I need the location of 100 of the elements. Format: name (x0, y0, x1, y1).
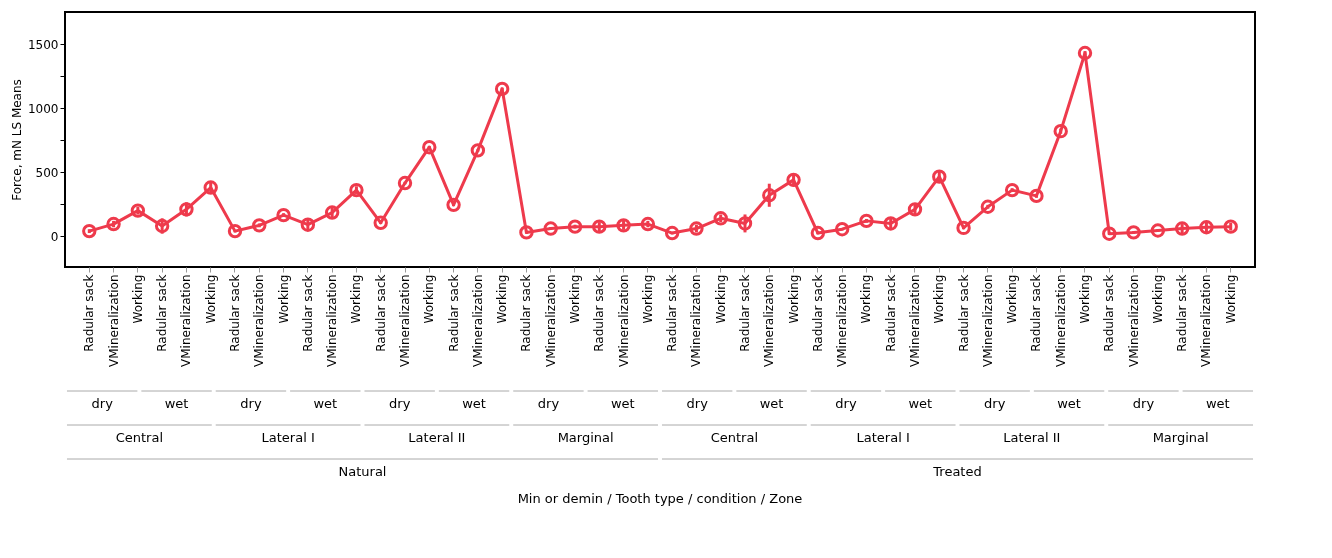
x-tick-label: Working (349, 274, 364, 324)
x-tick-label: VMineralization (252, 274, 267, 367)
point (324, 205, 340, 220)
point (737, 216, 753, 231)
text: wet (1205, 396, 1230, 411)
point (616, 218, 631, 233)
text: Central (710, 430, 759, 445)
point (1053, 123, 1068, 139)
x-tick-label: VMineralization (398, 274, 412, 367)
x-tick-label: Radular sack (810, 274, 825, 352)
x-tick-label: VMineralization (616, 274, 631, 367)
x-tick-label: Radular sack (592, 274, 607, 352)
point (1126, 225, 1141, 240)
x-tick-label: Working (1005, 274, 1020, 324)
point (1174, 221, 1190, 236)
x-tick-label: Working (130, 274, 145, 324)
y-axis-title: Force, mN LS Means (9, 79, 24, 201)
point (82, 223, 97, 239)
x-tick-label: Working (1223, 274, 1238, 324)
x-tick-label: VMineralization (106, 274, 121, 367)
point (1029, 188, 1044, 204)
x-tick-label: Working (786, 274, 801, 324)
point (664, 225, 680, 241)
point (154, 218, 170, 234)
point (179, 202, 194, 217)
text: dry (91, 396, 114, 411)
point (1004, 182, 1020, 198)
y-tick-label: 0 (50, 229, 59, 244)
text: wet (462, 396, 486, 411)
text: Marginal (557, 430, 614, 445)
point (373, 215, 388, 230)
x-tick-label: Working (203, 274, 218, 324)
point (227, 223, 243, 239)
x-tick-label: Radular sack (155, 274, 170, 352)
point (713, 211, 728, 226)
x-tick-label: VMineralization (1126, 274, 1141, 367)
point (130, 203, 146, 218)
text: dry (240, 396, 262, 411)
y-tick-label: 1000 (27, 101, 59, 116)
point (883, 216, 898, 231)
x-tick-label: VMineralization (689, 274, 704, 367)
point (1077, 45, 1093, 61)
text: Lateral II (1003, 430, 1061, 445)
point (567, 219, 583, 234)
point (300, 217, 316, 232)
text: wet (759, 396, 784, 411)
text: Lateral I (261, 430, 315, 445)
point (349, 182, 364, 198)
text: wet (1057, 396, 1081, 411)
x-tick-label: Working (422, 274, 437, 324)
x-tick-label: VMineralization (1053, 274, 1068, 367)
x-tick-label: Working (640, 274, 655, 324)
x-tick-label: Working (1078, 274, 1092, 324)
x-tick-label: Working (713, 274, 728, 324)
text: Treated (932, 464, 982, 479)
x-tick-label: Working (859, 274, 874, 324)
y-tick-label: 1500 (27, 37, 59, 52)
point (810, 225, 826, 241)
text: Min or demin / Tooth type / condition / Zone (517, 491, 803, 506)
y-tick-label: 500 (35, 165, 59, 180)
x-tick-label: Radular sack (956, 274, 971, 352)
point (834, 222, 850, 237)
x-tick-label: Working (568, 274, 582, 324)
x-tick-label: Radular sack (665, 274, 680, 352)
x-tick-label: Working (1150, 274, 1165, 324)
point (592, 219, 607, 234)
x-tick-label: VMineralization (908, 274, 922, 367)
point (689, 221, 704, 236)
text: dry (835, 396, 857, 411)
text: Natural (338, 464, 387, 479)
x-tick-label: Radular sack (738, 274, 752, 352)
text: dry (389, 396, 411, 411)
x-tick-label: Radular sack (1102, 274, 1117, 352)
point (762, 188, 777, 203)
text: Lateral I (856, 430, 910, 445)
text: wet (610, 396, 635, 411)
point (956, 220, 971, 236)
point (786, 172, 801, 188)
text: wet (908, 396, 933, 411)
text: wet (313, 396, 338, 411)
point (397, 175, 413, 191)
point (907, 202, 923, 217)
x-tick-label: Radular sack (883, 274, 898, 352)
x-tick-label: Radular sack (1175, 274, 1190, 352)
x-tick-label: Radular sack (1029, 274, 1044, 352)
point (859, 213, 874, 229)
point (1150, 223, 1166, 238)
x-tick-label: Radular sack (446, 274, 461, 352)
x-tick-label: Radular sack (82, 274, 97, 352)
x-tick-label: VMineralization (470, 274, 485, 367)
x-tick-label: VMineralization (325, 274, 340, 367)
x-tick-label: VMineralization (762, 274, 777, 367)
point (640, 216, 656, 232)
point (1199, 220, 1214, 235)
x-tick-label: Working (276, 274, 291, 324)
x-tick-label: VMineralization (1199, 274, 1214, 367)
point (470, 143, 486, 158)
x-tick-label: Working (932, 274, 947, 324)
text: wet (164, 396, 189, 411)
point (203, 180, 218, 195)
